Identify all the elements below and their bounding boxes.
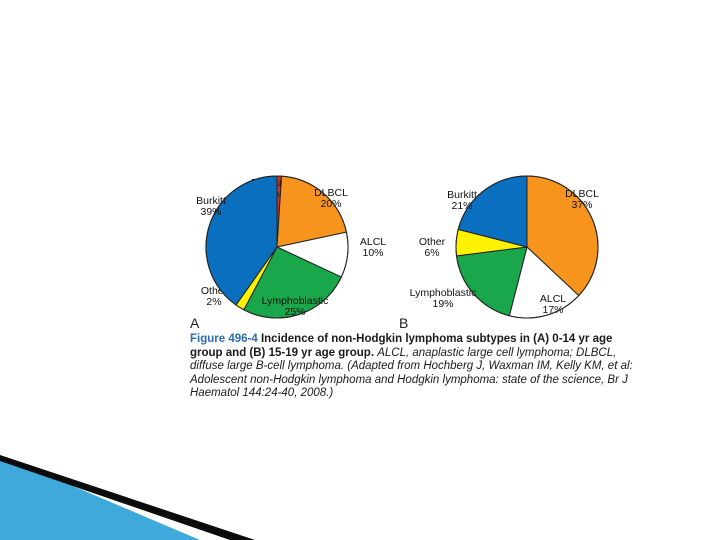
figure-number: Figure 496-4 — [190, 333, 258, 345]
pie-a-label-lymphoblastic: Lymphoblastic — [262, 295, 329, 307]
pie-b-label-burkitt: Burkitt — [447, 189, 477, 201]
slide-corner-decoration — [0, 455, 255, 540]
pie-chart-a: Follicular1%DLBCL20%ALCL10%Lymphoblastic… — [196, 175, 386, 319]
pie-b-value-other: 6% — [424, 247, 439, 259]
pie-a-label-burkitt: Burkitt — [196, 195, 226, 207]
pie-b-value-dlbcl: 37% — [571, 199, 592, 211]
pie-b-label-dlbcl: DLBCL — [565, 188, 599, 200]
pie-b-value-alcl: 17% — [542, 304, 563, 316]
pie-a-label-alcl: ALCL — [360, 236, 386, 248]
pie-a-outline — [205, 175, 349, 319]
figure-caption: Figure 496-4 Incidence of non-Hodgkin ly… — [190, 333, 645, 401]
pie-b-label-alcl: ALCL — [540, 293, 566, 305]
pie-a-value-burkitt: 39% — [200, 206, 221, 218]
pie-b-value-lymphoblastic: 19% — [432, 298, 453, 310]
corner-dark-stripe — [0, 455, 255, 540]
caption-abbreviations: ALCL, anaplastic large cell lymphoma; DL… — [190, 346, 617, 373]
pie-b-label-other: Other — [419, 236, 446, 248]
pie-a-value-alcl: 10% — [362, 247, 383, 259]
pie-b-label-lymphoblastic: Lymphoblastic — [410, 287, 477, 299]
pie-b-outline — [455, 175, 599, 319]
pie-a-value-dlbcl: 20% — [320, 198, 341, 210]
caption-title: Incidence of non-Hodgkin lymphoma subtyp… — [190, 333, 613, 359]
pie-a-value-other: 2% — [206, 296, 221, 308]
pie-a-value-lymphoblastic: 25% — [284, 306, 305, 318]
caption-source: (Adapted from Hochberg J, Waxman IM, Kel… — [190, 360, 633, 399]
panel-label-b: B — [399, 315, 408, 331]
pie-a-label-dlbcl: DLBCL — [314, 187, 348, 199]
panel-label-a: A — [190, 315, 200, 331]
